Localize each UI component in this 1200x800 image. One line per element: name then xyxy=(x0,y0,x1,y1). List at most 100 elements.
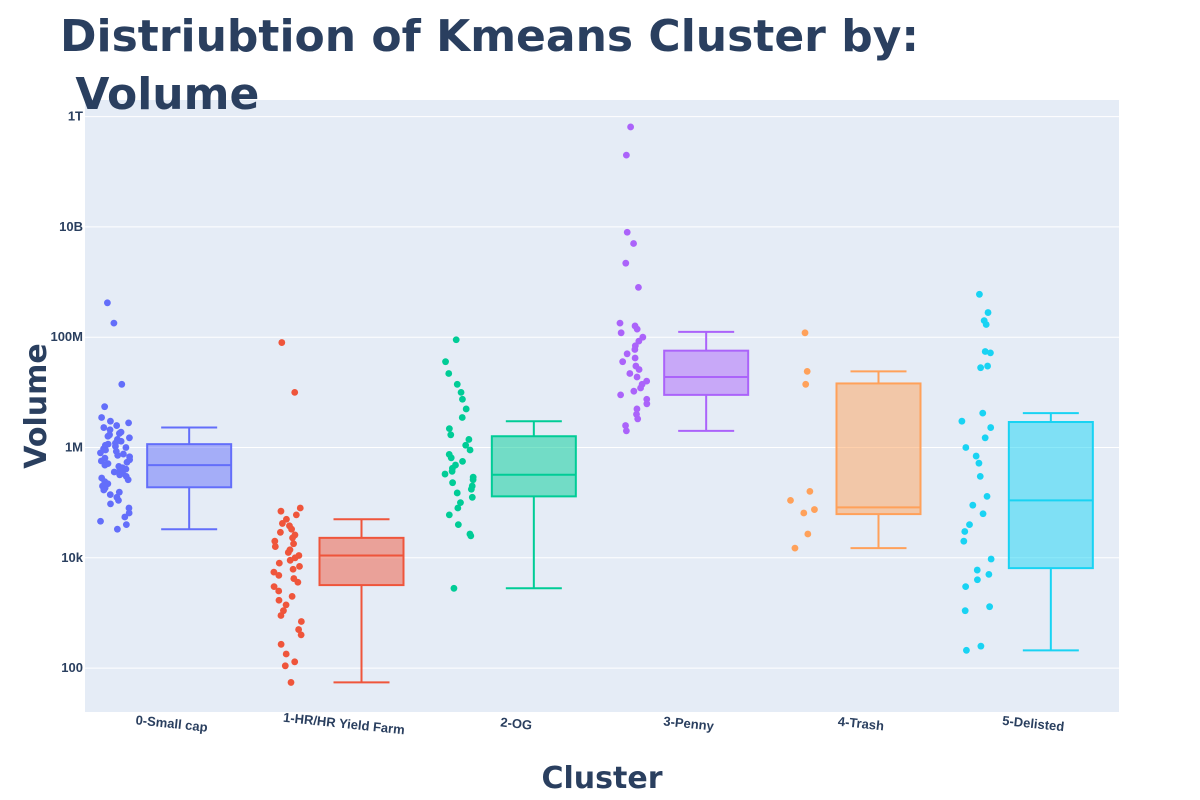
data-point xyxy=(633,325,641,333)
data-point xyxy=(106,491,114,498)
data-point xyxy=(447,454,455,462)
data-point xyxy=(115,430,123,437)
data-point xyxy=(297,631,305,639)
data-point xyxy=(468,493,476,501)
x-tick-label: 3-Penny xyxy=(663,713,716,733)
data-point xyxy=(98,414,106,421)
data-point xyxy=(958,417,966,425)
data-point xyxy=(277,640,285,648)
data-point xyxy=(289,565,297,573)
data-point xyxy=(622,422,629,429)
y-axis-ticks: 100 10k 1M 100M 10B 1T xyxy=(50,109,83,676)
data-point xyxy=(271,543,279,550)
data-point xyxy=(277,612,285,619)
data-point xyxy=(113,422,121,429)
x-tick-label: 5-Delisted xyxy=(1002,713,1065,734)
box-iqr xyxy=(663,349,750,396)
data-point xyxy=(458,414,466,421)
data-point xyxy=(616,319,624,327)
data-point xyxy=(103,299,111,307)
data-point xyxy=(110,468,118,476)
y-tick-label: 1M xyxy=(65,440,83,455)
data-point xyxy=(110,319,118,327)
data-point xyxy=(291,658,299,666)
data-point xyxy=(961,528,969,535)
data-point xyxy=(984,309,992,316)
box-series xyxy=(787,329,922,552)
data-point xyxy=(457,388,465,396)
data-point xyxy=(987,555,995,563)
data-point xyxy=(457,499,464,507)
data-point xyxy=(123,458,131,466)
box-iqr xyxy=(1007,421,1094,570)
plot-area xyxy=(85,100,1119,712)
data-point xyxy=(974,576,981,584)
data-point xyxy=(122,444,130,451)
data-point xyxy=(973,566,981,574)
data-point xyxy=(617,391,625,399)
data-point xyxy=(630,240,637,247)
data-point xyxy=(981,434,989,442)
y-tick-label: 100M xyxy=(50,329,83,344)
data-point xyxy=(969,501,977,509)
data-point xyxy=(979,510,987,518)
data-point xyxy=(462,405,470,413)
y-axis-title: Volume xyxy=(19,343,54,468)
data-point xyxy=(282,650,290,658)
data-point xyxy=(981,348,989,355)
data-point xyxy=(462,441,470,449)
data-point xyxy=(100,424,108,431)
data-point xyxy=(976,472,984,480)
data-point xyxy=(960,537,968,545)
x-tick-label: 4-Trash xyxy=(837,714,885,734)
data-point xyxy=(126,434,133,442)
data-point xyxy=(803,367,811,375)
data-point xyxy=(445,370,453,377)
x-tick-label: 2-OG xyxy=(500,714,533,732)
data-point xyxy=(979,409,987,417)
data-point xyxy=(275,587,283,595)
data-point xyxy=(102,446,109,454)
box-iqr xyxy=(835,382,922,516)
data-point xyxy=(791,544,799,552)
data-point xyxy=(115,488,123,496)
data-point xyxy=(976,290,983,298)
data-point xyxy=(623,228,631,236)
data-point xyxy=(962,444,970,451)
data-point xyxy=(120,450,127,458)
data-point xyxy=(800,509,808,517)
chart-title: Distriubtion of Kmeans Cluster by: Volum… xyxy=(60,11,919,120)
data-point xyxy=(297,618,305,625)
data-point xyxy=(630,387,638,395)
data-point xyxy=(633,405,641,413)
y-tick-label: 1T xyxy=(68,109,83,124)
data-point xyxy=(116,471,124,479)
y-tick-label: 10k xyxy=(61,550,83,565)
y-tick-label: 100 xyxy=(61,660,83,675)
data-point xyxy=(962,583,970,591)
data-point xyxy=(118,380,126,388)
data-point xyxy=(966,521,973,529)
data-point xyxy=(977,364,985,372)
data-point xyxy=(982,321,990,328)
data-point xyxy=(466,446,474,454)
data-point xyxy=(289,534,296,542)
data-point xyxy=(115,496,122,504)
data-point xyxy=(97,449,104,457)
data-point xyxy=(278,339,286,346)
data-point xyxy=(295,626,303,633)
gridlines xyxy=(85,116,1119,669)
data-point xyxy=(445,425,453,433)
data-point xyxy=(281,662,289,670)
x-axis-ticks: 0-Small cap 1-HR/HR Yield Farm 2-OG 3-Penny… xyxy=(135,710,1065,738)
data-point xyxy=(441,470,449,478)
data-point xyxy=(449,479,456,487)
data-point xyxy=(454,504,462,512)
data-point xyxy=(452,336,460,344)
data-point xyxy=(961,607,969,615)
data-point xyxy=(106,426,114,434)
data-point xyxy=(801,329,809,337)
data-point xyxy=(288,525,295,533)
data-point xyxy=(643,400,651,408)
